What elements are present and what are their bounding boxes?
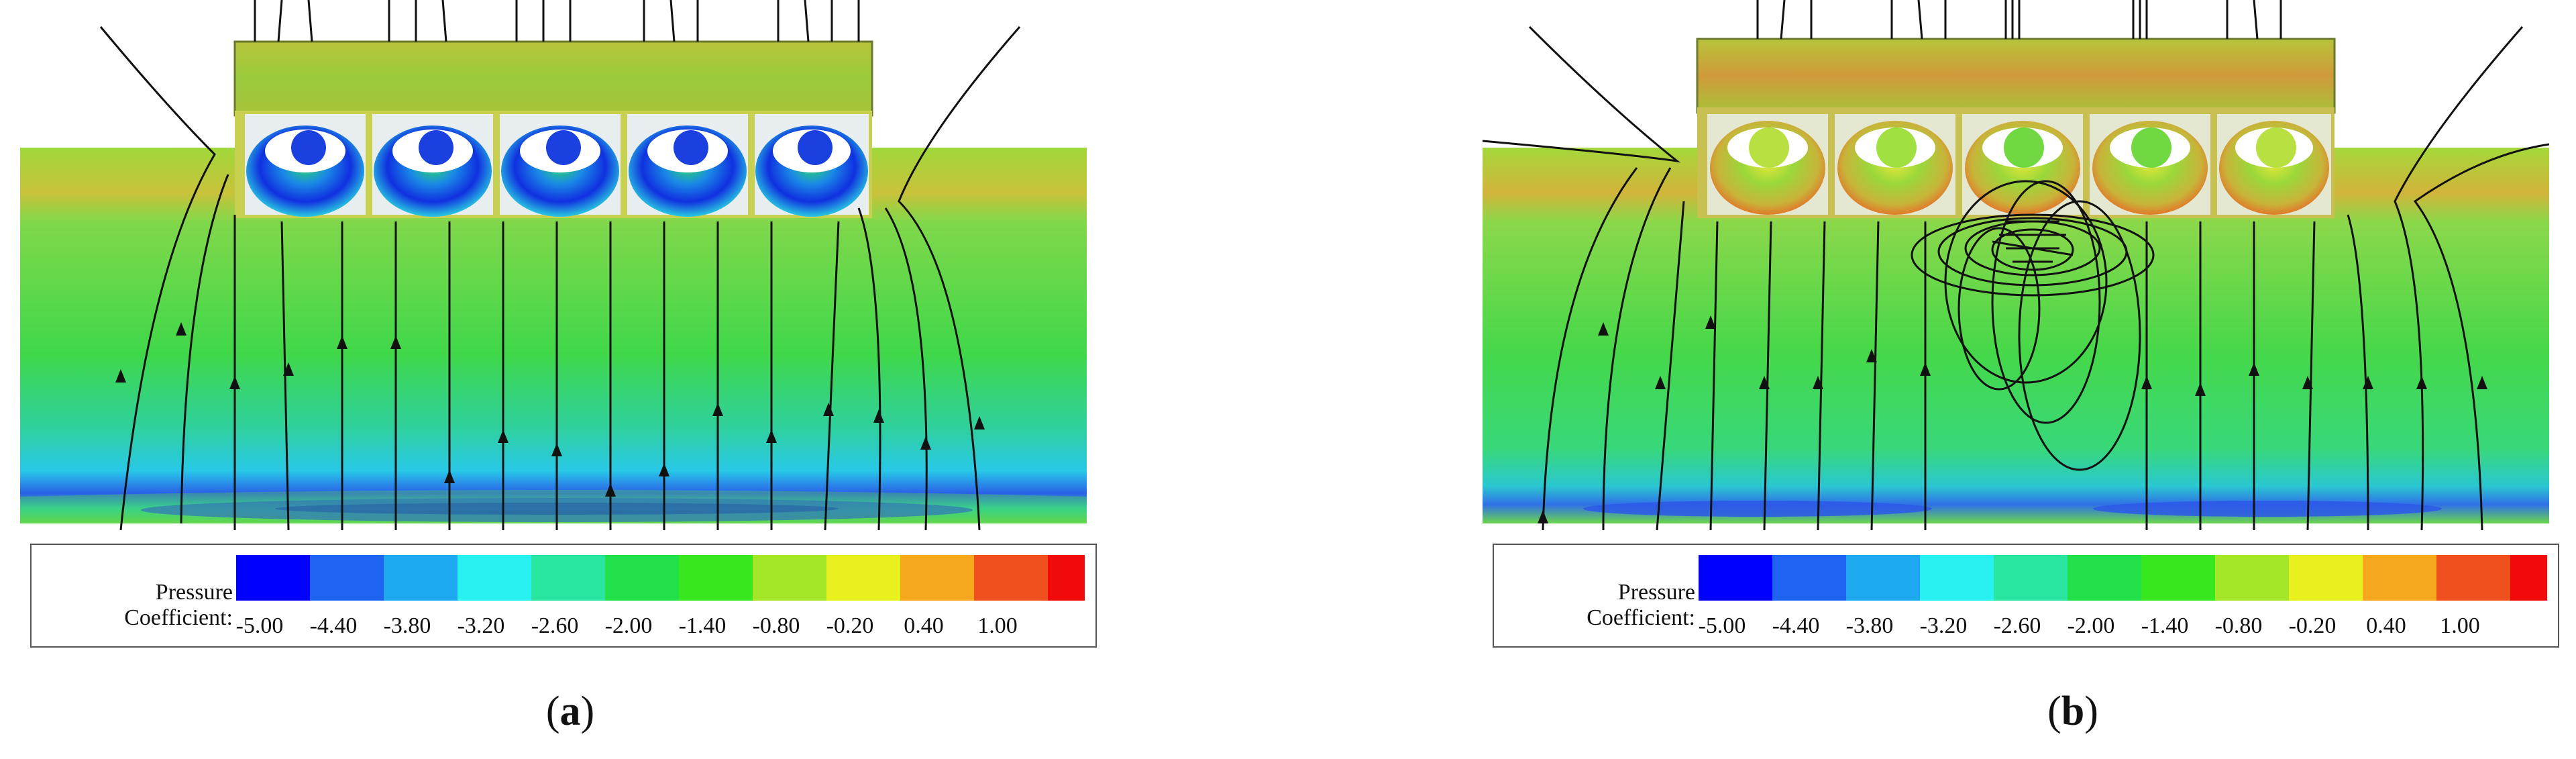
color-swatch bbox=[1846, 555, 1920, 601]
tick-label: -2.00 bbox=[604, 613, 653, 638]
tick-label: -2.60 bbox=[531, 613, 579, 638]
tick-labels: -5.00 -4.40 -3.80 -3.20 -2.60 -2.00 -1.40 -0.80… bbox=[1695, 613, 2554, 640]
tick-label: -4.40 bbox=[1772, 613, 1820, 638]
tick-label: -3.20 bbox=[457, 613, 505, 638]
streamline-arrows bbox=[1538, 315, 2487, 523]
tick-labels: -5.00 -4.40 -3.80 -3.20 -2.60 -2.00 -1.40 -0.80… bbox=[233, 613, 1091, 640]
legend-title: Pressure Coefficient: bbox=[119, 580, 233, 631]
panel-caption: (a) bbox=[545, 689, 595, 734]
color-swatch bbox=[974, 555, 1048, 601]
color-swatch bbox=[1920, 555, 1994, 601]
tick-label: -3.80 bbox=[1845, 613, 1894, 638]
color-swatch bbox=[458, 555, 531, 601]
panel-b: Pressure Coefficient: -5.00 -4.40 -3.80 -3.… bbox=[1476, 0, 2563, 759]
cfd-scene-b bbox=[1482, 0, 2550, 531]
tick-label: -3.80 bbox=[383, 613, 431, 638]
color-swatch bbox=[2068, 555, 2141, 601]
fan-inlets bbox=[1707, 114, 2331, 215]
tick-label: -0.80 bbox=[752, 613, 800, 638]
color-swatch bbox=[2141, 555, 2215, 601]
color-swatch bbox=[1994, 555, 2068, 601]
color-swatch bbox=[679, 555, 753, 601]
color-swatch bbox=[310, 555, 384, 601]
color-swatch bbox=[1699, 555, 1772, 601]
tick-label: -0.20 bbox=[2288, 613, 2337, 638]
fan-inlets bbox=[245, 114, 869, 217]
vortex bbox=[1911, 180, 2155, 471]
color-swatch bbox=[2436, 555, 2510, 601]
color-swatch bbox=[384, 555, 458, 601]
tick-label: -1.40 bbox=[2141, 613, 2189, 638]
tick-label: -2.60 bbox=[1993, 613, 2041, 638]
color-swatch bbox=[531, 555, 605, 601]
streamlines bbox=[1482, 0, 2550, 531]
tick-label: -2.00 bbox=[2067, 613, 2115, 638]
legend-title: Pressure Coefficient: bbox=[1581, 580, 1695, 631]
color-swatch bbox=[1048, 555, 1085, 601]
engine-pod bbox=[1696, 38, 2336, 114]
engine-pod bbox=[233, 40, 873, 117]
tick-label: 1.00 bbox=[2440, 613, 2480, 638]
color-swatch bbox=[2363, 555, 2436, 601]
color-swatch bbox=[605, 555, 679, 601]
panel-a: Pressure Coefficient: -5.00 -4.40 -3.80 -3.… bbox=[13, 0, 1100, 759]
color-scale bbox=[236, 555, 1085, 601]
pressure-legend: Pressure Coefficient: -5.00 -4.40 -3.80 -3.… bbox=[1493, 544, 2559, 648]
streamline-arrows bbox=[115, 322, 985, 497]
tick-label: -5.00 bbox=[235, 613, 284, 638]
legend-title-line1: Pressure bbox=[1617, 580, 1695, 605]
tick-label: -5.00 bbox=[1698, 613, 1746, 638]
legend-title-line2: Coefficient: bbox=[124, 605, 233, 630]
legend-title-line1: Pressure bbox=[155, 580, 233, 605]
color-scale bbox=[1699, 555, 2547, 601]
tick-label: 0.40 bbox=[2366, 613, 2406, 638]
color-swatch bbox=[826, 555, 900, 601]
color-swatch bbox=[753, 555, 826, 601]
color-swatch bbox=[2289, 555, 2363, 601]
wing-surface bbox=[1483, 148, 2549, 523]
color-swatch bbox=[2510, 555, 2547, 601]
legend-title-line2: Coefficient: bbox=[1587, 605, 1695, 630]
tick-label: -0.80 bbox=[2214, 613, 2263, 638]
tick-label: -1.40 bbox=[678, 613, 727, 638]
tick-label: -4.40 bbox=[309, 613, 358, 638]
tick-label: -3.20 bbox=[1919, 613, 1968, 638]
color-swatch bbox=[2215, 555, 2289, 601]
tick-label: 1.00 bbox=[977, 613, 1018, 638]
color-swatch bbox=[1772, 555, 1846, 601]
color-swatch bbox=[236, 555, 310, 601]
cfd-scene-a bbox=[20, 0, 1087, 531]
color-swatch bbox=[900, 555, 974, 601]
tick-label: 0.40 bbox=[904, 613, 944, 638]
panel-caption: (b) bbox=[2047, 689, 2098, 734]
pressure-legend: Pressure Coefficient: -5.00 -4.40 -3.80 -3.… bbox=[30, 544, 1097, 648]
low-pressure-band bbox=[1583, 501, 1932, 517]
tick-label: -0.20 bbox=[826, 613, 874, 638]
